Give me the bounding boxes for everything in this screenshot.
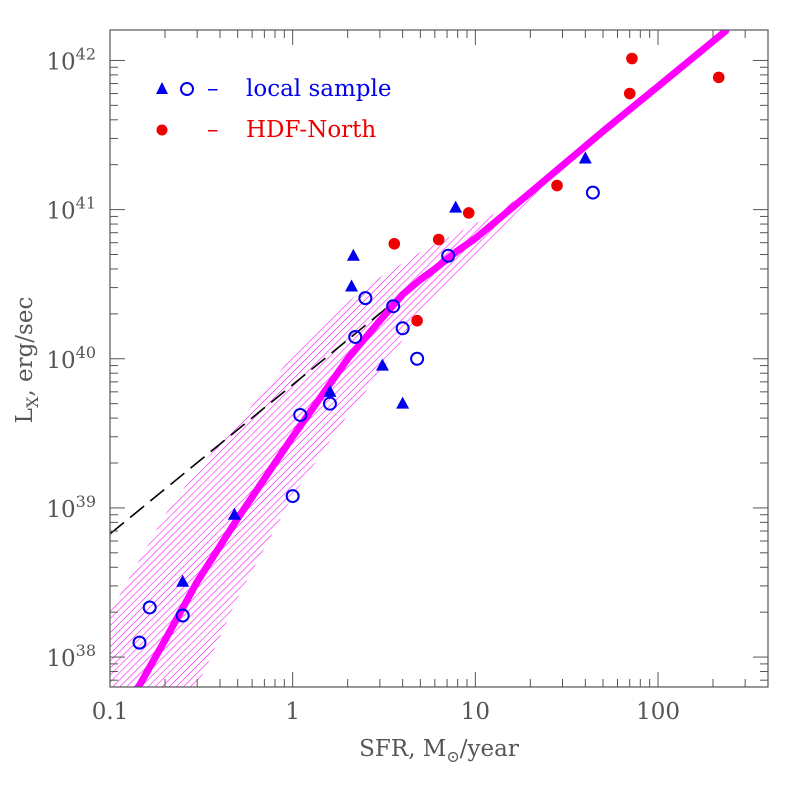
triangle-marker [176, 574, 190, 587]
legend: – local sample – HDF-North [156, 76, 391, 143]
filled-circle-marker [626, 52, 638, 65]
legend-filled-circle-marker [156, 124, 168, 136]
model-curve [134, 30, 730, 687]
plot-frame [109, 29, 769, 688]
x-tick-label: 10 [461, 699, 490, 725]
triangle-marker [449, 200, 463, 213]
triangle-marker [227, 507, 241, 520]
y-tick-label: 1040 [46, 343, 96, 374]
filled-circle-marker [551, 179, 563, 192]
data-markers [132, 52, 725, 650]
y-tick-label: 1039 [46, 492, 96, 523]
y-tick-label: 1041 [46, 194, 96, 225]
legend-open-circle-marker [180, 82, 194, 96]
open-circle-marker [285, 489, 300, 504]
triangle-marker [346, 248, 360, 261]
legend-local-label: local sample [246, 76, 391, 102]
triangle-marker [323, 384, 337, 397]
x-tick-label: 100 [636, 699, 680, 725]
filled-circle-marker [411, 314, 423, 327]
open-circle-marker [175, 608, 190, 623]
open-circle-marker [410, 351, 425, 366]
open-circle-marker [293, 407, 308, 422]
filled-circle-marker [623, 87, 636, 100]
y-tick-labels: 1038 1039 1040 1041 1042 [46, 44, 96, 672]
legend-hdf-dash: – [207, 117, 219, 143]
x-axis-title: SFR, M⊙/year [359, 736, 519, 766]
open-circle-marker [348, 329, 363, 344]
y-axis-title: LX, erg/sec [12, 297, 42, 424]
filled-circle-marker [712, 71, 725, 84]
triangle-marker [375, 358, 389, 371]
triangle-marker [578, 151, 592, 164]
axis-ticks [109, 30, 769, 687]
x-tick-label: 1 [285, 699, 300, 725]
y-tick-label: 1038 [46, 641, 96, 672]
filled-circle-marker [432, 233, 445, 246]
y-tick-label: 1042 [46, 44, 96, 75]
open-circle-marker [358, 291, 373, 306]
x-tick-labels: 0.1 1 10 100 [92, 699, 680, 725]
open-circle-marker [322, 396, 337, 411]
open-circle-marker [142, 600, 157, 615]
triangle-marker [396, 396, 410, 409]
model-uncertainty-band [110, 164, 563, 687]
plot-area [110, 30, 730, 687]
open-circle-marker [386, 299, 401, 314]
legend-local-dash: – [207, 76, 219, 102]
open-circle-marker [585, 185, 600, 200]
open-circle-marker [441, 248, 456, 263]
legend-triangle-marker [156, 82, 168, 94]
open-circle-marker [132, 635, 147, 650]
legend-hdf-label: HDF-North [246, 117, 376, 143]
x-tick-label: 0.1 [92, 699, 129, 725]
open-circle-marker [395, 321, 410, 336]
filled-circle-marker [462, 207, 475, 219]
filled-circle-marker [388, 237, 401, 250]
triangle-marker [345, 279, 359, 292]
